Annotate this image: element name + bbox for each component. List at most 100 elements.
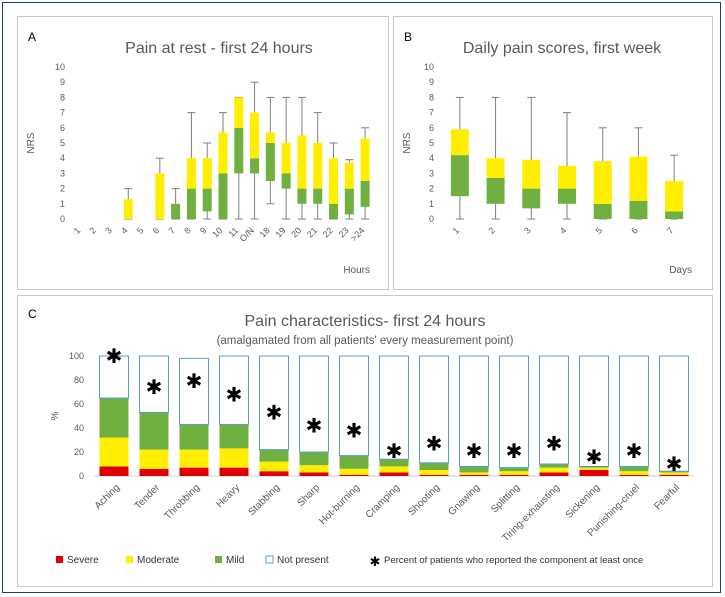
bar-segment-not-present <box>419 355 449 464</box>
bar-segment-mild <box>499 467 529 472</box>
bar-segment-moderate <box>419 470 449 475</box>
x-tick-label: Shooting <box>406 482 442 518</box>
percent-patients-marker: ✱ <box>306 416 323 438</box>
y-tick-label: 3 <box>60 168 65 178</box>
percent-patients-marker: ✱ <box>146 377 163 399</box>
percent-patients-marker: ✱ <box>106 346 123 368</box>
y-axis-label: % <box>50 411 61 420</box>
bar-segment-moderate <box>259 461 289 472</box>
box-upper-quartile <box>234 97 244 128</box>
bar-segment-moderate <box>659 472 689 475</box>
x-tick-label: Tender <box>133 482 163 512</box>
bar-segment-moderate <box>539 467 569 473</box>
box-lower-quartile <box>486 177 505 204</box>
x-tick-label: 1 <box>451 225 462 236</box>
y-tick-label: 20 <box>74 447 84 457</box>
bar-segment-severe <box>99 466 129 476</box>
bar-segment-mild <box>139 412 169 450</box>
legend-label: Not present <box>277 555 329 566</box>
box-lower-quartile <box>313 188 323 204</box>
box-lower-quartile <box>171 203 181 219</box>
y-tick-label: 5 <box>60 138 65 148</box>
x-tick-label: 7 <box>665 225 676 236</box>
bar-segment-severe <box>419 474 449 476</box>
legend-label: Mild <box>226 555 244 566</box>
chart-c: C Pain characteristics- first 24 hours (am… <box>28 307 694 569</box>
box-lower-quartile <box>329 203 339 219</box>
box-lower-quartile <box>202 188 212 212</box>
box-lower-quartile <box>522 188 541 209</box>
percent-patients-marker: ✱ <box>586 447 603 469</box>
y-tick-label: 2 <box>429 184 434 194</box>
percent-patients-marker: ✱ <box>626 441 643 463</box>
box-upper-quartile <box>123 199 133 219</box>
box-lower-quartile <box>186 188 196 219</box>
percent-patients-marker: ✱ <box>546 434 563 456</box>
x-tick-label: 21 <box>305 225 319 239</box>
box-upper-quartile <box>593 161 612 204</box>
bar-segment-mild <box>179 424 209 450</box>
bar-segment-not-present <box>339 355 369 457</box>
bar-segment-mild <box>339 455 369 469</box>
x-tick-label: 2 <box>87 225 98 236</box>
x-tick-label: Heavy <box>214 482 242 510</box>
bar-segment-mild <box>659 471 689 473</box>
bar-segment-not-present <box>619 355 649 467</box>
y-tick-label: 6 <box>60 123 65 133</box>
box-lower-quartile <box>297 188 307 204</box>
x-axis-label: Hours <box>343 265 370 276</box>
x-tick-label: Gnawing <box>446 482 482 518</box>
bar-segment-severe <box>299 472 329 476</box>
x-tick-label: Splitting <box>489 482 522 515</box>
y-tick-label: 3 <box>429 168 434 178</box>
x-tick-label: Aching <box>93 482 122 511</box>
bar-segment-not-present <box>579 355 609 467</box>
bar-segment-moderate <box>459 472 489 475</box>
bar-segment-not-present <box>459 355 489 467</box>
box-lower-quartile <box>218 173 228 219</box>
x-tick-label: Fearful <box>652 482 682 512</box>
box-upper-quartile <box>186 158 196 189</box>
bar-segment-severe <box>499 474 529 476</box>
box-lower-quartile <box>665 211 684 219</box>
box-upper-quartile <box>486 158 505 178</box>
x-tick-label: 18 <box>258 225 272 239</box>
x-tick-label: 2 <box>486 225 497 236</box>
y-axis-label: NRS <box>26 132 37 153</box>
y-tick-label: 6 <box>429 123 434 133</box>
x-tick-label: O/N <box>238 225 256 243</box>
percent-patients-marker: ✱ <box>386 441 403 463</box>
legend-label: Moderate <box>137 555 180 566</box>
bar-segment-not-present <box>299 355 329 453</box>
y-tick-label: 1 <box>429 199 434 209</box>
bar-segment-moderate <box>579 467 609 470</box>
chart-title: Daily pain scores, first week <box>463 40 662 57</box>
percent-patients-marker: ✱ <box>466 441 483 463</box>
y-tick-label: 7 <box>429 108 434 118</box>
chart-title: Pain at rest - first 24 hours <box>125 40 313 57</box>
x-tick-label: Throbbing <box>163 482 203 522</box>
bar-segment-not-present <box>139 355 169 413</box>
box-upper-quartile <box>297 135 307 189</box>
chart-b: B Daily pain scores, first week 0 1 2 3 4 5 6 7 8 9… <box>402 30 692 276</box>
panel-c: C Pain characteristics- first 24 hours (am… <box>17 295 713 587</box>
bar-segment-mild <box>219 424 249 449</box>
bar-segment-mild <box>299 452 329 466</box>
box-upper-quartile <box>155 173 165 219</box>
panel-b: B Daily pain scores, first week 0 1 2 3 4 5 6 7 8 9… <box>393 16 713 290</box>
panel-a: A Pain at rest - first 24 hours 0 1 2 3 4 5 6 7 8 9… <box>17 16 389 290</box>
legend-label: Percent of patients who reported the com… <box>384 555 643 566</box>
box-lower-quartile <box>450 155 469 197</box>
x-tick-label: 9 <box>198 225 209 236</box>
bar-segment-mild <box>539 464 569 468</box>
box-upper-quartile <box>360 138 370 181</box>
y-tick-label: 80 <box>74 375 84 385</box>
legend-swatch <box>215 556 222 563</box>
box-lower-quartile <box>558 188 576 204</box>
bar-segment-mild <box>99 398 129 438</box>
y-tick-label: 9 <box>429 77 434 87</box>
y-tick-label: 8 <box>429 92 434 102</box>
box-upper-quartile <box>250 112 260 159</box>
